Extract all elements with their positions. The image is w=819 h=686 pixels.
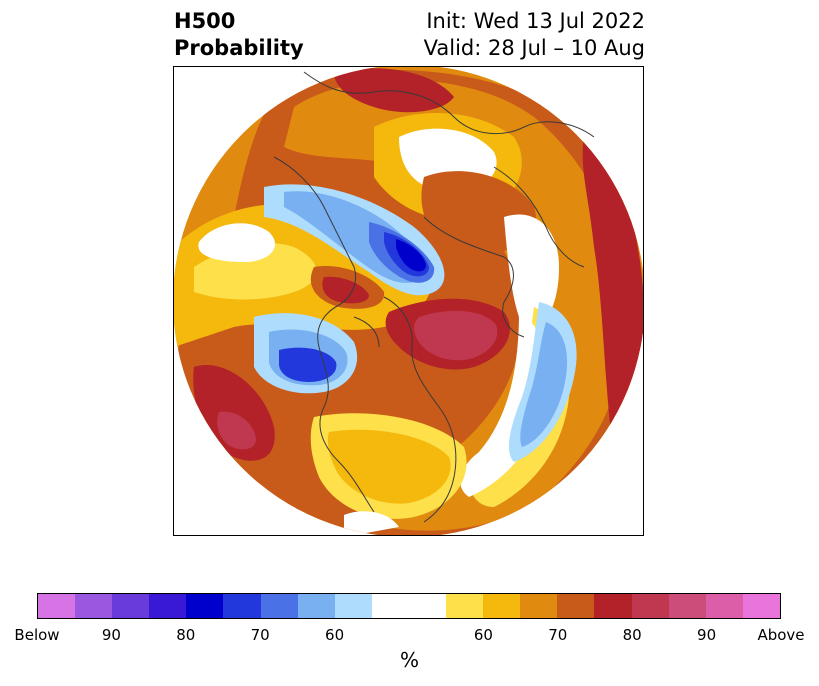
colorbar-tick-label: 60 <box>473 626 493 644</box>
colorbar-tick-label: Above <box>757 626 805 644</box>
chart-title: H500 Probability <box>174 8 304 62</box>
cold-region-45-east <box>520 322 568 447</box>
colorbar-tick-label: 60 <box>325 626 345 644</box>
warm-region-60-north <box>334 68 454 113</box>
colorbar-unit: % <box>399 648 419 672</box>
probability-field <box>174 67 643 535</box>
colorbar-segment <box>520 594 558 618</box>
colorbar-segment <box>297 594 335 618</box>
colorbar-segment <box>223 594 261 618</box>
warm-region-60-hudson <box>322 276 369 304</box>
colorbar-tick-label: 90 <box>101 626 121 644</box>
colorbar-segment <box>483 594 521 618</box>
init-date: Init: Wed 13 Jul 2022 <box>426 9 645 33</box>
colorbar-segment <box>334 594 372 618</box>
colorbar-segment <box>705 594 743 618</box>
title-line-2: Probability <box>174 36 304 60</box>
coastline-asia <box>493 166 585 268</box>
probability-map <box>173 66 644 536</box>
colorbar-segment <box>260 594 298 618</box>
colorbar-segment <box>149 594 187 618</box>
colorbar-tick-label: 80 <box>176 626 196 644</box>
colorbar-segment <box>631 594 669 618</box>
colorbar-tick-label: Below <box>14 626 60 644</box>
cold-region-60-north <box>396 239 426 272</box>
valid-date: Valid: 28 Jul – 10 Aug <box>423 36 645 60</box>
coastline-arctic <box>303 71 595 138</box>
colorbar-segment <box>75 594 113 618</box>
neutral-west <box>198 223 275 262</box>
colorbar <box>37 593 781 619</box>
warm-region-65-atlantic <box>414 310 498 361</box>
coastline-americas-east <box>383 296 457 523</box>
colorbar-segment <box>38 594 76 618</box>
colorbar-tick-label: 70 <box>548 626 568 644</box>
colorbar-tick-label: 80 <box>622 626 642 644</box>
colorbar-labels: Below 90 80 70 60 60 70 80 90 Above <box>14 626 804 646</box>
colorbar-segment <box>594 594 632 618</box>
warm-region-60-east <box>582 137 643 457</box>
colorbar-segment <box>668 594 706 618</box>
colorbar-tick-label: 70 <box>250 626 270 644</box>
coastlines <box>273 71 595 523</box>
neutral-south <box>344 511 399 535</box>
date-info: Init: Wed 13 Jul 2022 Valid: 28 Jul – 10… <box>424 8 645 62</box>
colorbar-segment <box>186 594 224 618</box>
coastline-greenland <box>353 316 380 348</box>
colorbar-tick-label: 90 <box>697 626 717 644</box>
colorbar-segment <box>446 594 484 618</box>
map-canvas <box>174 67 643 535</box>
colorbar-segment <box>371 594 447 618</box>
neutral-east-band <box>460 312 549 497</box>
warm-region-45-us <box>327 429 451 504</box>
colorbar-segment <box>557 594 595 618</box>
colorbar-segment <box>112 594 150 618</box>
coastline-americas-west <box>273 156 375 513</box>
warm-region-65-pacific <box>217 411 256 450</box>
title-line-1: H500 <box>174 9 236 33</box>
colorbar-segment <box>742 594 780 618</box>
coastline-europe <box>423 216 525 338</box>
